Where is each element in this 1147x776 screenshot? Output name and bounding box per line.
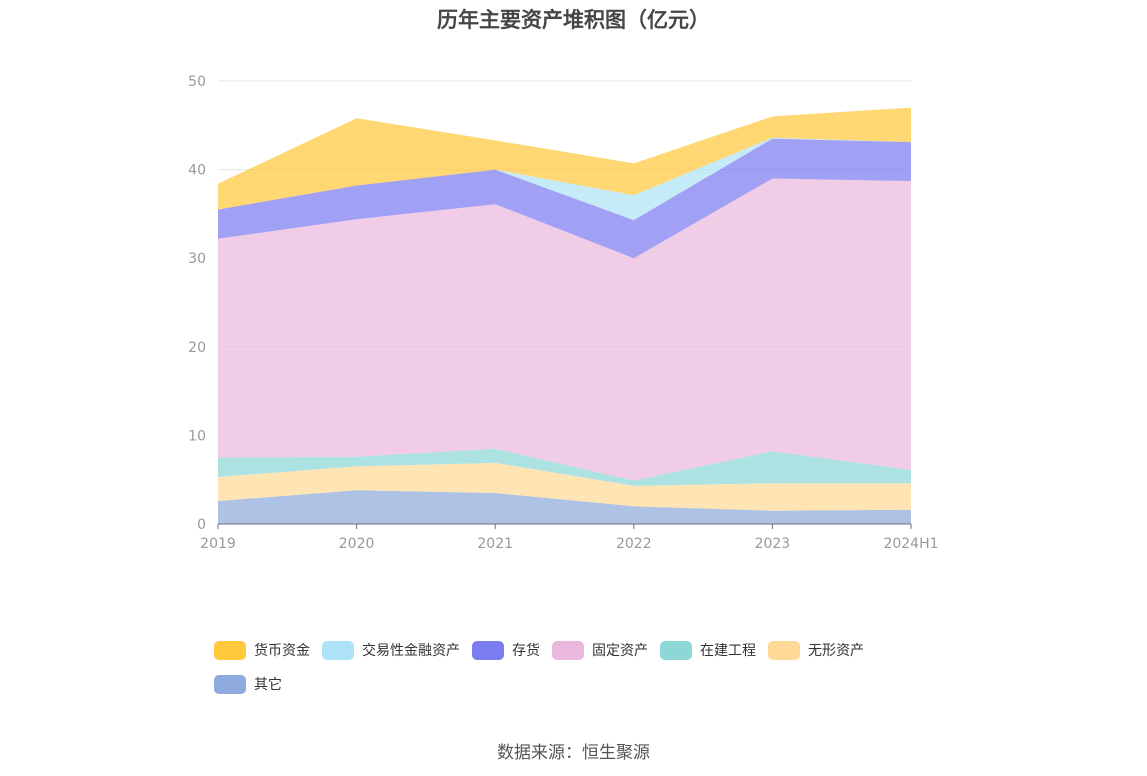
legend-item[interactable]: 存货 xyxy=(472,638,540,662)
legend-label: 交易性金融资产 xyxy=(362,643,460,659)
y-tick-label: 10 xyxy=(188,428,206,444)
legend-label: 固定资产 xyxy=(592,643,648,659)
x-tick-label: 2024H1 xyxy=(883,536,938,552)
x-tick-label: 2021 xyxy=(477,536,513,552)
area-series-0 xyxy=(218,490,911,524)
legend-item[interactable]: 在建工程 xyxy=(660,638,756,662)
chart-title: 历年主要资产堆积图（亿元） xyxy=(437,8,710,32)
legend-swatch xyxy=(214,640,246,660)
legend-item[interactable]: 货币资金 xyxy=(214,638,310,662)
x-tick-label: 2023 xyxy=(755,536,791,552)
legend-swatch xyxy=(322,640,354,660)
x-tick-label: 2022 xyxy=(616,536,652,552)
legend: 货币资金 交易性金融资产 存货 固定资产 在建工程 无形资产其它 xyxy=(214,638,954,696)
legend-label: 存货 xyxy=(512,643,540,659)
y-tick-label: 40 xyxy=(188,163,206,179)
legend-swatch xyxy=(768,640,800,660)
legend-swatch xyxy=(214,674,246,694)
legend-label: 其它 xyxy=(254,677,282,693)
x-tick-label: 2020 xyxy=(339,536,375,552)
legend-label: 货币资金 xyxy=(254,643,310,659)
x-tick-label: 2019 xyxy=(200,536,236,552)
area-series xyxy=(218,107,911,524)
legend-swatch xyxy=(472,640,504,660)
data-source-note: 数据来源：恒生聚源 xyxy=(497,743,650,763)
legend-swatch xyxy=(552,640,584,660)
area-series-5 xyxy=(218,137,911,221)
legend-item[interactable]: 固定资产 xyxy=(552,638,648,662)
legend-item[interactable]: 无形资产 xyxy=(768,638,864,662)
area-series-6 xyxy=(218,107,911,210)
legend-item[interactable]: 交易性金融资产 xyxy=(322,638,460,662)
area-series-4 xyxy=(218,138,911,259)
y-tick-label: 30 xyxy=(188,251,206,267)
y-tick-label: 20 xyxy=(188,340,206,356)
y-tick-label: 50 xyxy=(188,74,206,90)
area-series-3 xyxy=(218,178,911,481)
axes: 0 10 20 30 40 50 2019 2020 2021 2022 2023 2024H1 xyxy=(188,74,938,552)
legend-item[interactable]: 其它 xyxy=(214,672,282,696)
legend-label: 无形资产 xyxy=(808,643,864,659)
legend-label: 在建工程 xyxy=(700,643,756,659)
area-series-2 xyxy=(218,448,911,486)
legend-swatch xyxy=(660,640,692,660)
y-tick-label: 0 xyxy=(197,517,206,533)
area-series-1 xyxy=(218,462,911,511)
